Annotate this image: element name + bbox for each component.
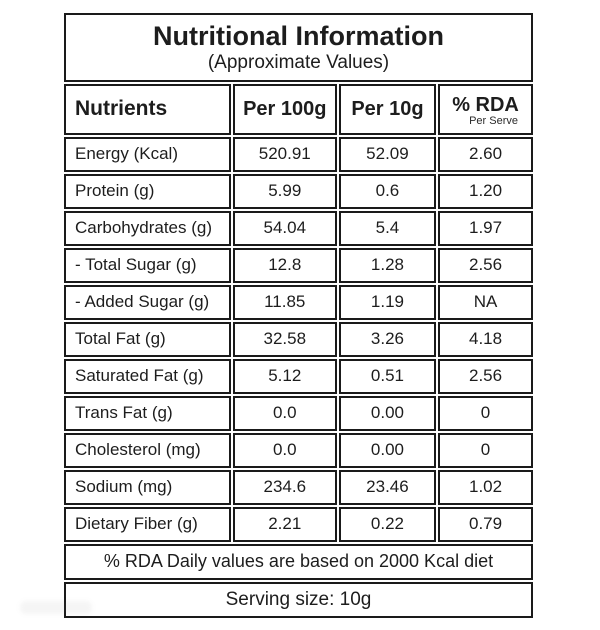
per-10g-value-cell: 0.00	[338, 395, 437, 431]
serving-size-row: Serving size: 10g	[64, 581, 533, 618]
per-100g-value-cell: 54.04	[232, 210, 337, 246]
footnote-row: % RDA Daily values are based on 2000 Kca…	[64, 543, 533, 580]
label-subtitle: (Approximate Values)	[207, 51, 390, 73]
nutrient-name-cell: Total Fat (g)	[64, 321, 231, 357]
nutrient-name-cell: Protein (g)	[64, 173, 231, 209]
per-10g-value-cell: 1.28	[338, 247, 437, 283]
scan-artifact-smudge	[20, 601, 92, 614]
nutrient-row: Sodium (mg) 234.6 23.46 1.02	[64, 469, 533, 505]
nutrient-name-cell: Trans Fat (g)	[64, 395, 231, 431]
per-100g-value-cell: 5.12	[232, 358, 337, 394]
nutrient-row: Energy (Kcal) 520.91 52.09 2.60	[64, 136, 533, 172]
rda-value-cell: 0	[438, 395, 533, 431]
per-100g-value-cell: 2.21	[232, 506, 337, 542]
nutrient-row: Total Fat (g) 32.58 3.26 4.18	[64, 321, 533, 357]
column-header-per-10g: Per 10g	[338, 83, 437, 135]
nutrient-row: - Added Sugar (g) 11.85 1.19 NA	[64, 284, 533, 320]
title-row: Nutritional Information (Approximate Val…	[64, 13, 533, 82]
nutrient-name-cell: Dietary Fiber (g)	[64, 506, 231, 542]
nutrient-name-cell: Carbohydrates (g)	[64, 210, 231, 246]
per-10g-value-cell: 0.6	[338, 173, 437, 209]
rda-value-cell: 1.20	[438, 173, 533, 209]
rda-value-cell: 1.02	[438, 469, 533, 505]
nutrient-name-cell: Saturated Fat (g)	[64, 358, 231, 394]
rda-footnote: % RDA Daily values are based on 2000 Kca…	[64, 543, 533, 580]
rda-header-label: % RDA	[452, 93, 519, 116]
per-10g-value-cell: 23.46	[338, 469, 437, 505]
table-body: Energy (Kcal) 520.91 52.09 2.60 Protein (g) 5…	[64, 136, 533, 542]
nutrient-row: Saturated Fat (g) 5.12 0.51 2.56	[64, 358, 533, 394]
nutrient-row: Trans Fat (g) 0.0 0.00 0	[64, 395, 533, 431]
rda-value-cell: 4.18	[438, 321, 533, 357]
per-100g-value-cell: 520.91	[232, 136, 337, 172]
per-100g-value-cell: 32.58	[232, 321, 337, 357]
nutrient-row: Dietary Fiber (g) 2.21 0.22 0.79	[64, 506, 533, 542]
rda-value-cell: 0.79	[438, 506, 533, 542]
nutrient-name-cell: Cholesterol (mg)	[64, 432, 231, 468]
column-header-row: Nutrients Per 100g Per 10g % RDA Per Ser…	[64, 83, 533, 135]
nutrient-row: Cholesterol (mg) 0.0 0.00 0	[64, 432, 533, 468]
title-cell: Nutritional Information (Approximate Val…	[64, 13, 533, 82]
column-header-nutrients: Nutrients	[64, 83, 231, 135]
per-10g-value-cell: 0.22	[338, 506, 437, 542]
column-header-per-100g: Per 100g	[232, 83, 337, 135]
column-header-rda: % RDA Per Serve	[438, 83, 533, 135]
per-10g-value-cell: 1.19	[338, 284, 437, 320]
nutrition-table: Nutritional Information (Approximate Val…	[62, 11, 535, 620]
nutrient-name-cell: Sodium (mg)	[64, 469, 231, 505]
serving-size: Serving size: 10g	[64, 581, 533, 618]
nutrition-label: Nutritional Information (Approximate Val…	[62, 11, 535, 620]
rda-value-cell: 2.56	[438, 358, 533, 394]
rda-header-subnote: Per Serve	[469, 114, 518, 127]
rda-value-cell: 0	[438, 432, 533, 468]
per-100g-value-cell: 11.85	[232, 284, 337, 320]
per-10g-value-cell: 52.09	[338, 136, 437, 172]
per-10g-value-cell: 0.00	[338, 432, 437, 468]
label-title: Nutritional Information	[153, 21, 444, 51]
per-100g-value-cell: 0.0	[232, 432, 337, 468]
nutrient-row: - Total Sugar (g) 12.8 1.28 2.56	[64, 247, 533, 283]
nutrient-row: Carbohydrates (g) 54.04 5.4 1.97	[64, 210, 533, 246]
rda-value-cell: 2.56	[438, 247, 533, 283]
rda-value-cell: 2.60	[438, 136, 533, 172]
rda-value-cell: 1.97	[438, 210, 533, 246]
per-10g-value-cell: 0.51	[338, 358, 437, 394]
per-100g-value-cell: 0.0	[232, 395, 337, 431]
per-100g-value-cell: 5.99	[232, 173, 337, 209]
per-100g-value-cell: 12.8	[232, 247, 337, 283]
per-10g-value-cell: 3.26	[338, 321, 437, 357]
nutrient-name-cell: - Added Sugar (g)	[64, 284, 231, 320]
per-100g-value-cell: 234.6	[232, 469, 337, 505]
nutrient-row: Protein (g) 5.99 0.6 1.20	[64, 173, 533, 209]
rda-value-cell: NA	[438, 284, 533, 320]
per-10g-value-cell: 5.4	[338, 210, 437, 246]
nutrient-name-cell: - Total Sugar (g)	[64, 247, 231, 283]
nutrient-name-cell: Energy (Kcal)	[64, 136, 231, 172]
